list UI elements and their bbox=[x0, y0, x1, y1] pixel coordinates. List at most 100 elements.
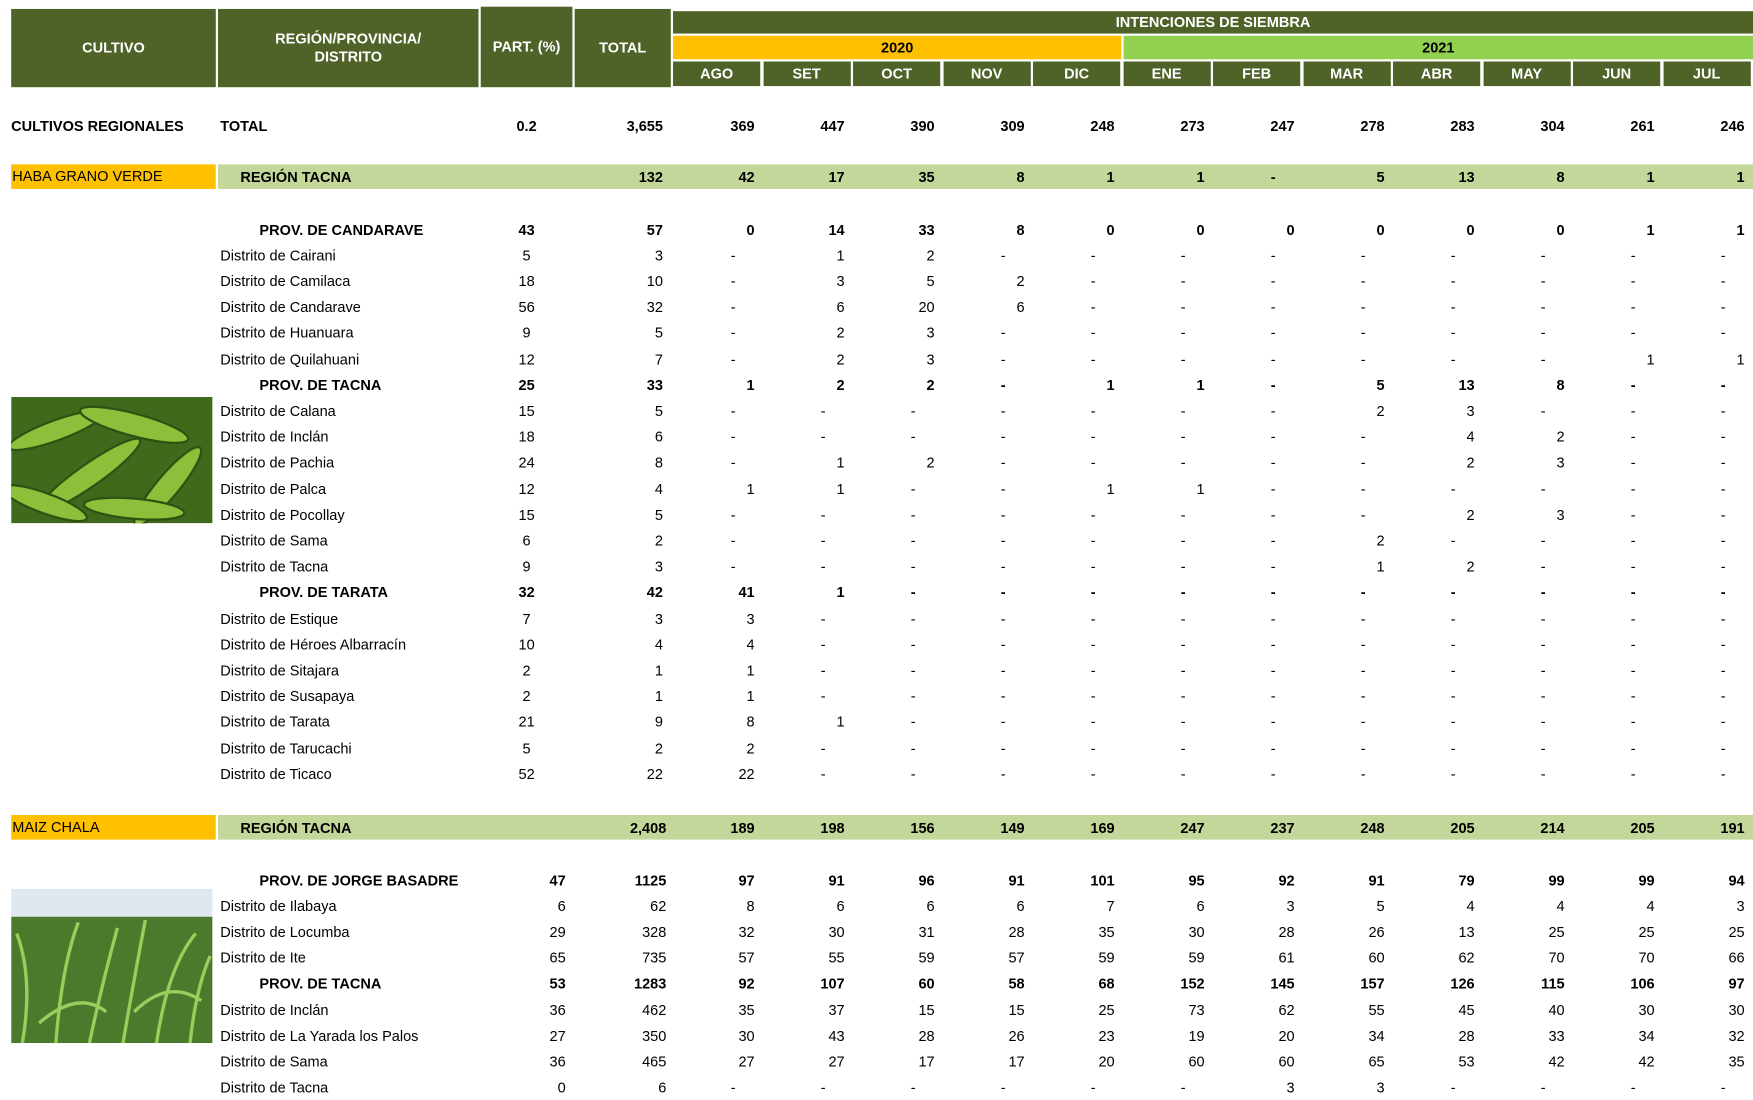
month-cell: 8 bbox=[1483, 164, 1565, 190]
row-name: Distrito de Estique bbox=[220, 605, 338, 631]
month-cell: 2 bbox=[1303, 398, 1385, 424]
month-cell: - bbox=[1483, 398, 1546, 424]
row-name: Distrito de Locumba bbox=[220, 919, 349, 945]
month-cell: 2 bbox=[853, 372, 935, 398]
month-cell: 1 bbox=[673, 683, 755, 709]
month-cell: - bbox=[1123, 1075, 1186, 1100]
month-cell: 66 bbox=[1663, 945, 1745, 971]
month-cell: 59 bbox=[853, 945, 935, 971]
month-cell: - bbox=[1033, 657, 1096, 683]
part-cell: 6 bbox=[481, 893, 566, 919]
month-cell: 20 bbox=[1033, 1049, 1115, 1075]
row-name: Distrito de Sitajara bbox=[220, 657, 339, 683]
month-cell: 32 bbox=[1663, 1023, 1745, 1049]
month-cell: - bbox=[943, 735, 1006, 761]
month-cell: 149 bbox=[943, 814, 1025, 840]
month-cell: 0 bbox=[1303, 216, 1385, 242]
row-name: Distrito de Tacna bbox=[220, 554, 328, 580]
month-cell: - bbox=[1483, 242, 1546, 268]
month-cell: - bbox=[853, 554, 916, 580]
month-cell: 19 bbox=[1123, 1023, 1205, 1049]
month-cell: 30 bbox=[1123, 919, 1205, 945]
month-cell: 1 bbox=[1573, 346, 1655, 372]
month-cell: - bbox=[1033, 579, 1096, 605]
month-cell: - bbox=[1663, 476, 1726, 502]
month-cell: - bbox=[1483, 346, 1546, 372]
total-cell: 9 bbox=[575, 709, 663, 735]
month-cell: 26 bbox=[943, 1023, 1025, 1049]
row-name: Distrito de Pocollay bbox=[220, 502, 344, 528]
month-cell: 22 bbox=[673, 761, 755, 787]
month-cell: - bbox=[1303, 605, 1366, 631]
month-cell: 189 bbox=[673, 814, 755, 840]
month-cell: 2 bbox=[1393, 554, 1475, 580]
month-cell: - bbox=[1663, 424, 1726, 450]
month-cell: - bbox=[1573, 709, 1636, 735]
month-cell: 57 bbox=[673, 945, 755, 971]
month-cell: - bbox=[1483, 761, 1546, 787]
month-cell: - bbox=[1033, 424, 1096, 450]
month-cell: 96 bbox=[853, 867, 935, 893]
month-cell: - bbox=[1573, 294, 1636, 320]
row-name: PROV. DE JORGE BASADRE bbox=[259, 867, 458, 893]
part-cell: 47 bbox=[481, 867, 566, 893]
part-cell: 43 bbox=[481, 216, 573, 242]
month-cell: - bbox=[1663, 528, 1726, 554]
month-cell: - bbox=[1213, 268, 1276, 294]
month-cell: - bbox=[1483, 476, 1546, 502]
month-cell: - bbox=[673, 346, 736, 372]
month-cell: 57 bbox=[943, 945, 1025, 971]
total-cell: 62 bbox=[575, 893, 667, 919]
header-month: NOV bbox=[943, 61, 1030, 86]
month-cell: - bbox=[1573, 424, 1636, 450]
month-cell: - bbox=[1573, 242, 1636, 268]
part-cell: 36 bbox=[481, 997, 566, 1023]
month-cell: 261 bbox=[1573, 112, 1655, 138]
total-cell: 7 bbox=[575, 346, 663, 372]
month-cell: - bbox=[1303, 502, 1366, 528]
month-cell: - bbox=[1303, 709, 1366, 735]
month-cell: 6 bbox=[763, 893, 845, 919]
cultivo-label: CULTIVOS REGIONALES bbox=[11, 112, 184, 138]
month-cell: 1 bbox=[763, 709, 845, 735]
month-cell: - bbox=[1033, 502, 1096, 528]
total-cell: 3 bbox=[575, 242, 663, 268]
month-cell: - bbox=[1393, 294, 1456, 320]
month-cell: - bbox=[1573, 631, 1636, 657]
total-cell: 462 bbox=[575, 997, 667, 1023]
total-cell: 350 bbox=[575, 1023, 667, 1049]
header-month: ENE bbox=[1123, 61, 1210, 86]
month-cell: - bbox=[1123, 294, 1186, 320]
month-cell: 1 bbox=[763, 579, 845, 605]
month-cell: - bbox=[853, 761, 916, 787]
month-cell: 3 bbox=[1663, 893, 1745, 919]
month-cell: - bbox=[1213, 528, 1276, 554]
month-cell: - bbox=[853, 528, 916, 554]
month-cell: - bbox=[1213, 605, 1276, 631]
month-cell: - bbox=[1663, 761, 1726, 787]
month-cell: - bbox=[943, 242, 1006, 268]
month-cell: - bbox=[1123, 554, 1186, 580]
month-cell: 35 bbox=[1663, 1049, 1745, 1075]
month-cell: - bbox=[1393, 631, 1456, 657]
month-cell: - bbox=[673, 242, 736, 268]
month-cell: - bbox=[1663, 1075, 1726, 1100]
month-cell: 0 bbox=[1393, 216, 1475, 242]
total-cell: 1 bbox=[575, 657, 663, 683]
month-cell: 35 bbox=[673, 997, 755, 1023]
header-region: REGIÓN/PROVINCIA/DISTRITO bbox=[218, 9, 478, 87]
total-cell: 10 bbox=[575, 268, 663, 294]
month-cell: 58 bbox=[943, 971, 1025, 997]
month-cell: - bbox=[1033, 683, 1096, 709]
row-name: Distrito de La Yarada los Palos bbox=[220, 1023, 418, 1049]
month-cell: 4 bbox=[1393, 424, 1475, 450]
month-cell: - bbox=[673, 502, 736, 528]
month-cell: 304 bbox=[1483, 112, 1565, 138]
month-cell: - bbox=[1663, 242, 1726, 268]
part-cell: 6 bbox=[481, 528, 573, 554]
month-cell: - bbox=[1033, 268, 1096, 294]
month-cell: 41 bbox=[673, 579, 755, 605]
month-cell: - bbox=[1393, 1075, 1456, 1100]
part-cell: 52 bbox=[481, 761, 573, 787]
month-cell: 3 bbox=[763, 268, 845, 294]
